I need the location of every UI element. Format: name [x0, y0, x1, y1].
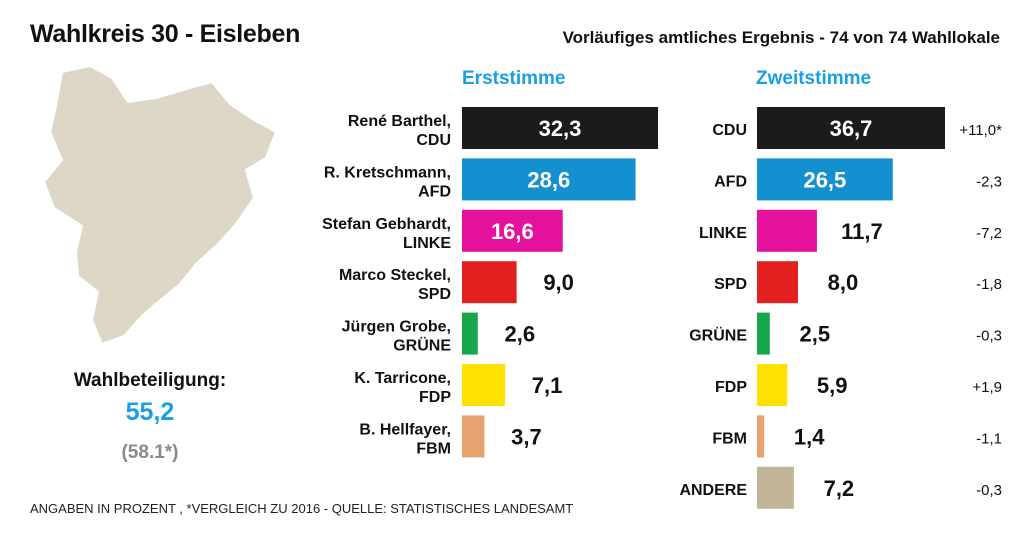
zweitstimme-title: Zweitstimme: [756, 68, 872, 89]
candidate-name: Marco Steckel,: [339, 267, 451, 284]
zweitstimme-value: 5,9: [817, 373, 848, 398]
zweitstimme-bar: [757, 158, 893, 201]
erststimme-value: 16,6: [491, 219, 534, 244]
zweitstimme-bar: [757, 261, 798, 304]
candidate-party: SPD: [418, 286, 451, 303]
party-label: AFD: [714, 173, 747, 190]
erststimme-value: 32,3: [539, 116, 582, 141]
change-value: +11,0*: [959, 122, 1002, 139]
erststimme-bar: [462, 415, 485, 458]
zweitstimme-bar: [757, 312, 770, 355]
footnote: ANGABEN IN PROZENT , *VERGLEICH ZU 2016 …: [30, 501, 574, 516]
zweitstimme-value: 36,7: [830, 116, 873, 141]
zweitstimme-value: 8,0: [828, 270, 859, 295]
change-value: +1,9: [972, 379, 1002, 396]
page-subtitle: Vorläufiges amtliches Ergebnis - 74 von …: [562, 28, 1000, 47]
zweitstimme-bar: [757, 466, 794, 509]
change-value: -1,1: [976, 430, 1002, 447]
change-value: -0,3: [976, 482, 1002, 499]
page-title: Wahlkreis 30 - Eisleben: [30, 20, 301, 48]
constituency-map: [43, 65, 277, 345]
candidate-party: LINKE: [403, 235, 451, 252]
erststimme-bar: [462, 209, 563, 252]
candidate-name: Stefan Gebhardt,: [322, 216, 451, 233]
erststimme-bar: [462, 261, 517, 304]
change-value: -0,3: [976, 328, 1002, 345]
zweitstimme-bar: [757, 107, 945, 149]
candidate-party: AFD: [418, 183, 451, 200]
candidate-name: René Barthel,: [348, 113, 451, 130]
party-label: SPD: [714, 276, 747, 293]
zweitstimme-value: 26,5: [803, 167, 846, 192]
candidate-name: R. Kretschmann,: [324, 164, 451, 181]
turnout-previous: (58.1*): [121, 442, 179, 463]
party-label: FDP: [715, 379, 747, 396]
zweitstimme-bar: [757, 364, 788, 406]
party-label: ANDERE: [679, 482, 747, 499]
change-value: -1,8: [976, 276, 1002, 293]
party-label: LINKE: [699, 225, 747, 242]
candidate-party: CDU: [416, 132, 451, 149]
change-value: -2,3: [976, 173, 1002, 190]
erststimme-value: 28,6: [527, 167, 570, 192]
erststimme-bar: [462, 312, 478, 355]
turnout-label: Wahlbeteiligung:: [73, 370, 227, 391]
erststimme-value: 3,7: [511, 424, 542, 449]
party-label: GRÜNE: [689, 326, 747, 345]
candidate-name: B. Hellfayer,: [359, 421, 451, 438]
zweitstimme-value: 11,7: [841, 219, 883, 244]
turnout-value: 55,2: [125, 398, 175, 426]
zweitstimme-bar: [757, 415, 765, 458]
erststimme-value: 9,0: [543, 270, 574, 295]
zweitstimme-bar: [757, 209, 817, 252]
zweitstimme-value: 7,2: [824, 476, 855, 501]
candidate-party: FDP: [419, 389, 451, 406]
erststimme-value: 2,6: [504, 322, 535, 347]
candidate-party: FBM: [416, 440, 451, 457]
party-label: CDU: [712, 122, 747, 139]
erststimme-bar: [462, 107, 658, 149]
erststimme-bar: [462, 158, 636, 201]
party-label: FBM: [712, 430, 747, 447]
erststimme-value: 7,1: [532, 373, 563, 398]
candidate-party: GRÜNE: [393, 336, 451, 355]
candidate-name: K. Tarricone,: [354, 370, 451, 387]
candidate-name: Jürgen Grobe,: [342, 319, 451, 336]
zweitstimme-value: 1,4: [794, 424, 825, 449]
zweitstimme-value: 2,5: [800, 322, 831, 347]
erststimme-bar: [462, 364, 506, 406]
change-value: -7,2: [976, 225, 1002, 242]
map-shape: [43, 65, 277, 345]
erststimme-title: Erststimme: [462, 68, 566, 89]
